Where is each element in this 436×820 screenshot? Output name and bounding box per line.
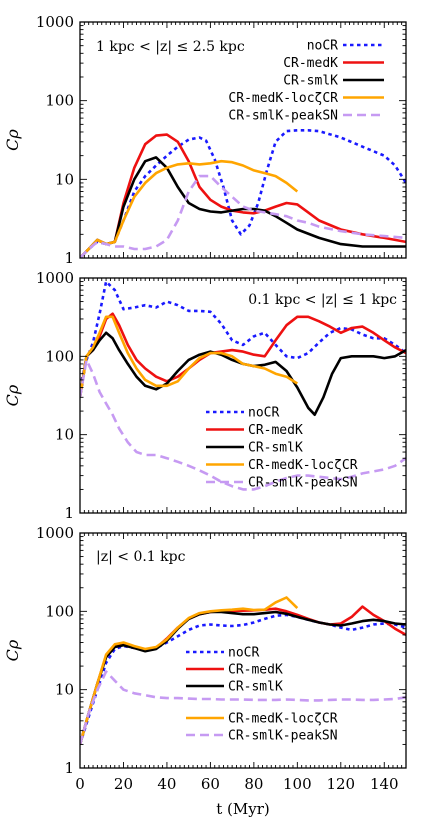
panel-1: 1 10 100 1000 Cρ 1 kpc < |z| ≤ 2.5 kpc noCR CR-… [3,13,407,267]
plot-frame [79,21,407,259]
y-tick-label: 10 [55,426,74,444]
x-tick-label: 40 [157,775,176,793]
x-tick-label: 60 [201,775,220,793]
legend-label-cr-medk-loczeta: CR-medK-locζCR [228,91,338,106]
series-line-cr-smlk [80,610,406,745]
plot-frame [79,532,407,769]
plot-frame [79,277,407,514]
y-tick-label: 10 [55,681,74,699]
series-line-cr-smlk-peaksn [80,358,406,491]
y-tick-label: 1 [64,759,74,777]
legend-label-cr-smlk: CR-smlK [248,441,303,456]
series-line-nocr [80,280,406,388]
legend-label-cr-smlk: CR-smlK [283,74,338,89]
legend-label-cr-medk: CR-medK [248,423,303,438]
panel-label: 1 kpc < |z| ≤ 2.5 kpc [96,39,245,55]
x-tick-label: 80 [244,775,263,793]
x-tick-label: 0 [75,775,85,793]
panel-2: 1 10 100 1000 Cρ 0.1 kpc < |z| ≤ 1 kpc noCR CR-… [3,269,407,522]
legend-label-cr-medk-loczeta: CR-medK-locζCR [228,712,338,727]
legend: noCR CR-medK CR-smlK CR-medK-locζCR CR-smlK-… [228,39,384,124]
y-tick-label: 1 [64,504,74,522]
series-line-cr-smlk [80,331,406,416]
series-line-cr-medk-loczeta [80,159,299,258]
series-group [80,596,406,745]
y-tick-label: 10 [55,170,74,188]
y-axis-label: Cρ [3,129,22,151]
legend-label-cr-smlk-peaksn: CR-smlK-peakSN [228,109,338,124]
x-tick-label: 100 [283,775,312,793]
series-line-cr-medk-loczeta [80,315,298,398]
series-line-cr-smlk-peaksn [80,670,406,745]
y-tick-label: 100 [45,92,74,110]
y-axis-label: Cρ [3,639,22,661]
y-tick-label: 100 [45,602,74,620]
legend-label-cr-medk: CR-medK [283,56,338,71]
y-tick-label: 1000 [36,13,74,31]
y-tick-label: 1 [64,249,74,267]
legend-label-nocr: noCR [228,646,259,661]
legend-label-cr-medk: CR-medK [228,663,283,678]
panel-label: 0.1 kpc < |z| ≤ 1 kpc [248,292,397,308]
legend-label-cr-smlk-peaksn: CR-smlK-peakSN [228,729,338,744]
legend-label-cr-smlk-peaksn: CR-smlK-peakSN [248,476,358,491]
series-line-cr-smlk [80,156,406,258]
series-group [80,280,406,491]
legend-label-cr-smlk: CR-smlK [228,680,283,695]
series-group [80,129,406,258]
y-axis-label: Cρ [3,384,22,406]
panel-label: |z| < 0.1 kpc [96,549,186,565]
x-tick-label: 140 [370,775,399,793]
x-tick-label: 20 [114,775,133,793]
panel-3: 1 10 100 1000 0 20 40 60 80 100 120 140 Cρ t (Myr) |z|… [3,524,407,818]
series-line-cr-smlk-peaksn [80,174,406,258]
x-tick-label: 120 [326,775,355,793]
legend-label-nocr: noCR [307,39,338,54]
y-tick-label: 1000 [36,269,74,287]
legend-label-cr-medk-loczeta: CR-medK-locζCR [248,458,358,473]
legend-label-nocr: noCR [248,406,279,421]
legend: noCR CR-medK CR-smlK CR-medK-locζCR CR-smlK-… [206,406,358,491]
x-axis-label: t (Myr) [216,800,270,818]
series-line-cr-medk [80,312,406,398]
y-tick-label: 1000 [36,524,74,542]
y-tick-label: 100 [45,347,74,365]
legend: noCR CR-medK CR-smlK CR-medK-locζCR CR-smlK-… [186,646,338,744]
series-line-cr-medk-loczeta [80,596,299,745]
